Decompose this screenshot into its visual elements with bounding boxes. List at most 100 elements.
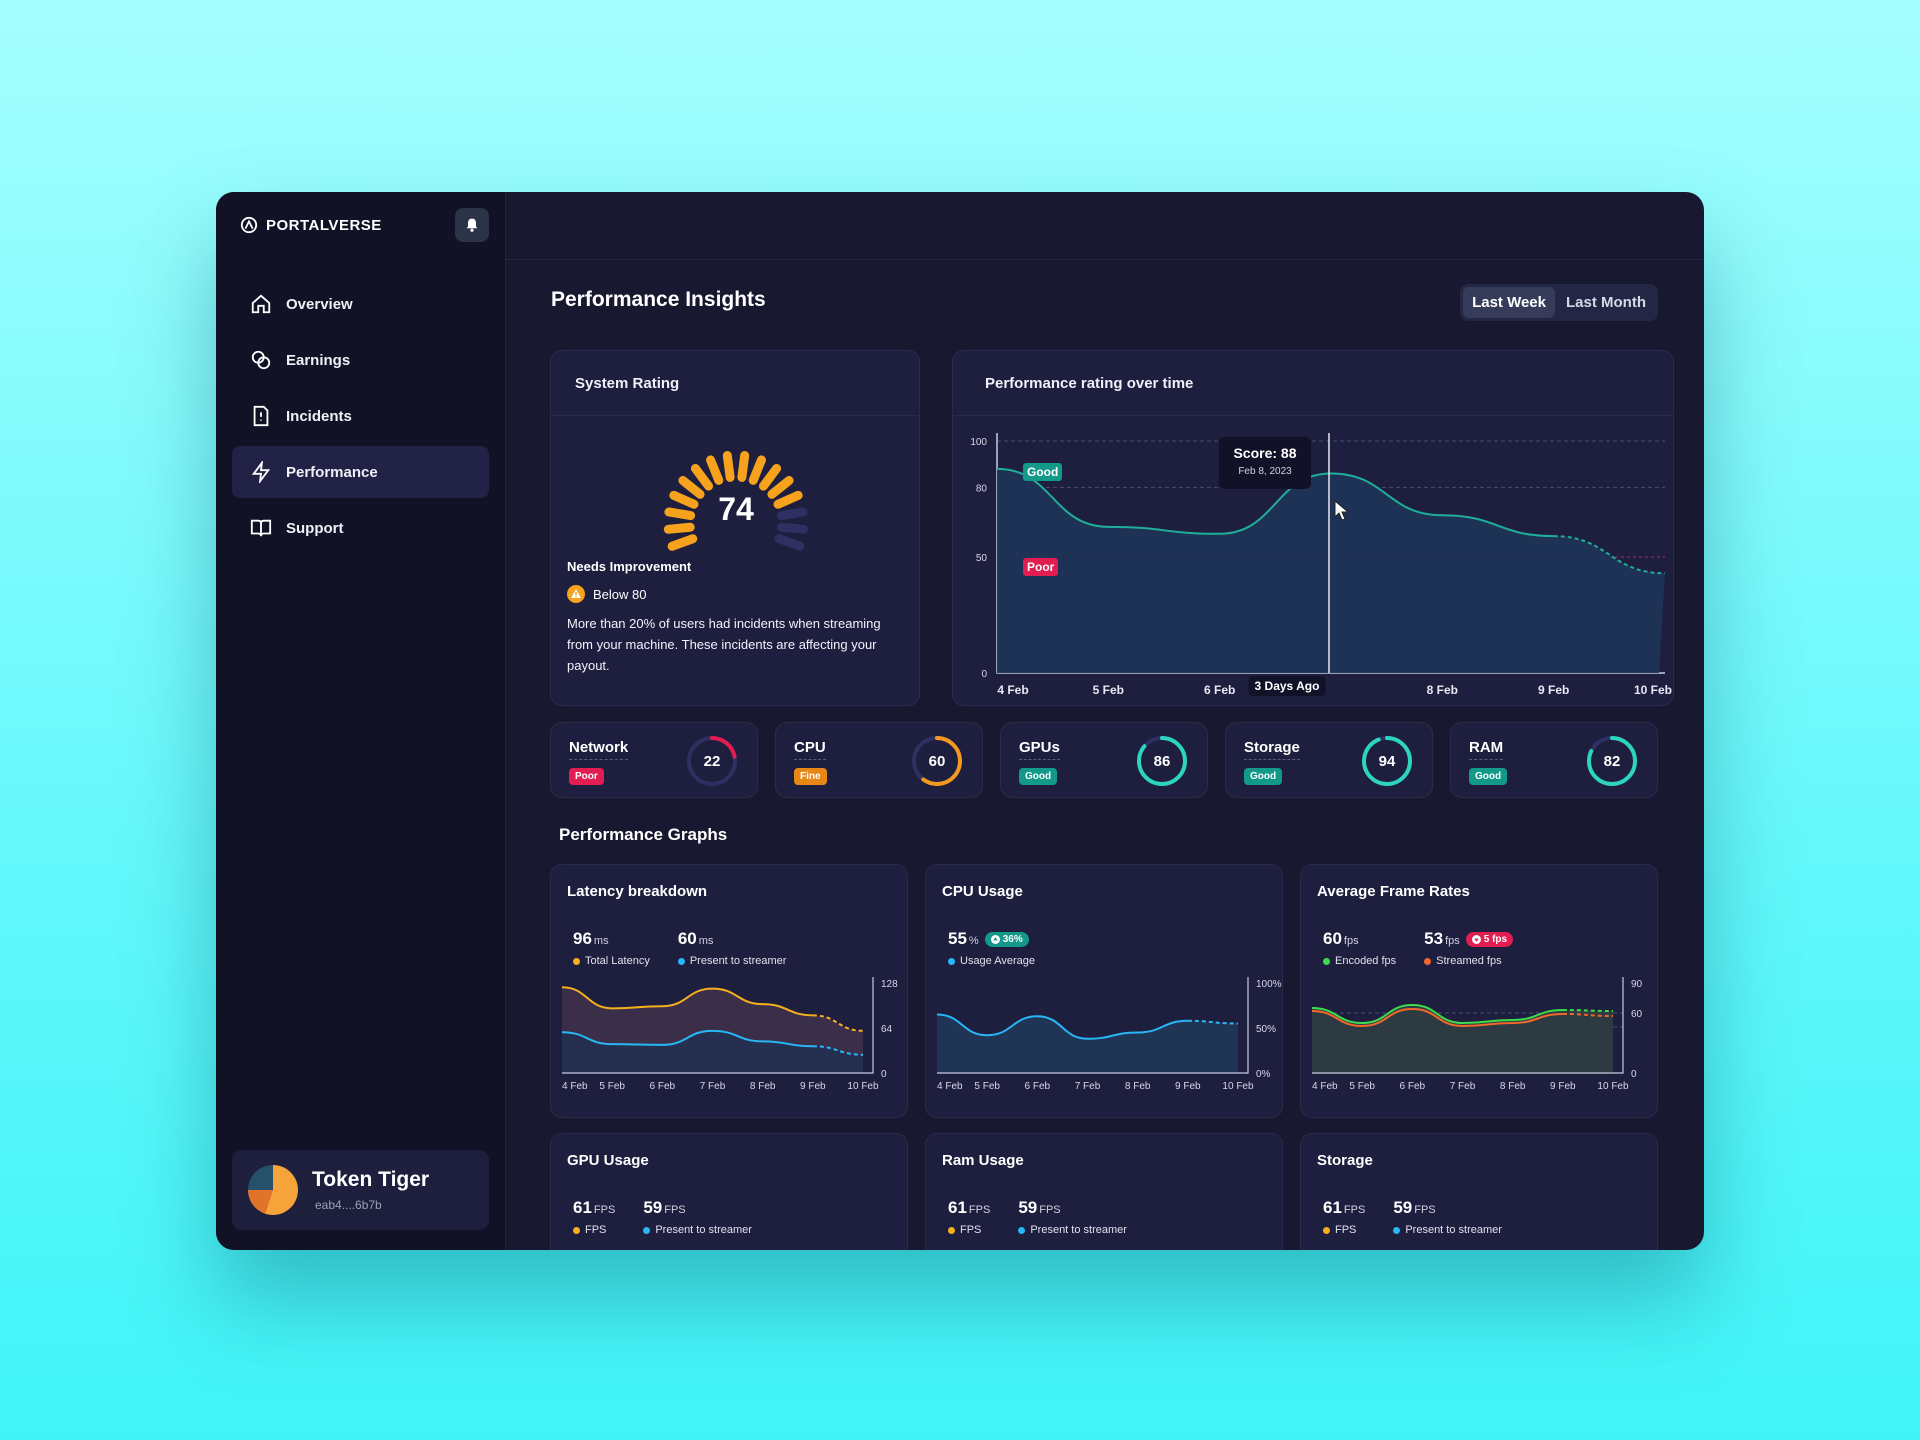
- stat-item: 53 fps 5 fps Streamed fps: [1424, 929, 1514, 967]
- date-range-toggle: Last Week Last Month: [1460, 284, 1658, 321]
- system-rating-title: System Rating: [575, 375, 680, 392]
- x-tick-label: 10 Feb: [1634, 683, 1672, 697]
- rating-over-time-card: Performance rating over time 100 80 50 0 4 F…: [952, 350, 1674, 706]
- graph-title: Ram Usage: [942, 1152, 1024, 1169]
- x-tick-label: 8 Feb: [1500, 1081, 1526, 1092]
- threshold-text: Below 80: [593, 586, 647, 602]
- graph-title: Average Frame Rates: [1317, 883, 1470, 900]
- sidebar-item-support[interactable]: Support: [232, 502, 489, 554]
- sidebar-item-label: Performance: [286, 463, 378, 481]
- chart-axis: [1312, 977, 1624, 1074]
- rating-chart-title: Performance rating over time: [985, 375, 1194, 392]
- graphs-section-title: Performance Graphs: [559, 825, 728, 844]
- graph-title: Latency breakdown: [567, 883, 708, 900]
- page-title: Performance Insights: [551, 288, 766, 311]
- graph-stats: 55% 36% Usage Average: [948, 929, 1035, 967]
- change-pill: 36%: [984, 932, 1029, 948]
- legend-item: Present to streamer: [677, 955, 786, 967]
- gauge-tick: [748, 455, 766, 485]
- graph-chart: 128 64 0 4 Feb 5 Feb 6 Feb 7 Feb 8 Feb 9 Feb 10 F…: [561, 977, 898, 1092]
- user-profile[interactable]: Token Tiger eab4....6b7b: [232, 1150, 489, 1230]
- rating-score: 74: [718, 491, 754, 527]
- metric-card-gpus[interactable]: GPUs Good 86: [1000, 722, 1208, 798]
- range-last-week[interactable]: Last Week: [1463, 287, 1555, 318]
- y-tick-label: 0: [1631, 1069, 1637, 1080]
- x-tick-label: 8 Feb: [1427, 683, 1458, 697]
- legend-label: FPS: [960, 1224, 982, 1236]
- stat-value: 55% 36%: [948, 929, 1035, 949]
- x-tick-label: 5 Feb: [1349, 1081, 1375, 1092]
- series-area: [937, 1014, 1238, 1073]
- series-line: [1311, 1003, 1563, 1025]
- stat-number: 59: [1018, 1198, 1038, 1217]
- tooltip-score: Score: 88: [1233, 445, 1297, 461]
- chart-axis: [562, 977, 874, 1074]
- book-icon: [250, 519, 272, 537]
- sidebar: PORTALVERSE Overview Earnings Incidents …: [216, 192, 506, 1250]
- legend-label: FPS: [585, 1224, 607, 1236]
- sidebar-item-earnings[interactable]: Earnings: [232, 334, 489, 386]
- legend-item: Streamed fps: [1424, 955, 1513, 967]
- stat-number: 61: [1323, 1198, 1342, 1217]
- legend-label: FPS: [1335, 1224, 1357, 1236]
- x-tick-label: 9 Feb: [800, 1081, 826, 1092]
- metric-name: Storage: [1244, 739, 1300, 760]
- home-icon: [251, 294, 271, 314]
- rating-threshold: Below 80: [567, 585, 646, 603]
- app-logo[interactable]: PORTALVERSE: [240, 216, 382, 234]
- stat-number: 96: [573, 929, 592, 948]
- bolt-icon: [251, 461, 271, 483]
- sidebar-item-performance[interactable]: Performance: [232, 446, 489, 498]
- stat-value: 60 fps: [1323, 929, 1396, 949]
- stat-item: 59 FPS Present to streamer: [1018, 1198, 1127, 1236]
- y-tick-label: 0%: [1256, 1069, 1271, 1080]
- gauge-tick: [758, 463, 782, 491]
- stat-unit: %: [968, 935, 979, 947]
- metric-cards: Network Poor 22 CPU Fine 60 GPUs Good 86 Storage G…: [550, 722, 1674, 798]
- gauge-tick: [773, 490, 803, 509]
- graph-card-latency-breakdown: Latency breakdown 96 ms Total Latency 60 ms Pr…: [550, 864, 908, 1118]
- stat-unit: ms: [698, 935, 714, 947]
- graph-stats: 61 FPS FPS 59 FPS Present to streamer: [573, 1198, 752, 1236]
- metric-card-cpu[interactable]: CPU Fine 60: [775, 722, 983, 798]
- app-window: PORTALVERSE Overview Earnings Incidents …: [216, 192, 1704, 1250]
- metric-card-ram[interactable]: RAM Good 82: [1450, 722, 1658, 798]
- sidebar-item-incidents[interactable]: Incidents: [232, 390, 489, 442]
- graph-title: CPU Usage: [942, 883, 1023, 900]
- legend-item: FPS: [573, 1224, 615, 1236]
- app-name: PORTALVERSE: [266, 216, 382, 234]
- stat-value: 61 FPS: [1323, 1198, 1365, 1218]
- arrow-up-icon: [990, 935, 1000, 945]
- avatar: [248, 1165, 298, 1215]
- rating-gauge: [663, 451, 809, 551]
- stat-value: 61 FPS: [573, 1198, 615, 1218]
- metric-card-network[interactable]: Network Poor 22: [550, 722, 758, 798]
- legend-label: Encoded fps: [1335, 955, 1397, 967]
- x-tick-label: 7 Feb: [1450, 1081, 1476, 1092]
- arrow-down-icon: [1471, 935, 1481, 945]
- legend-label: Present to streamer: [1030, 1224, 1127, 1236]
- x-tick-label: 10 Feb: [1222, 1081, 1254, 1092]
- graph-card-ram-usage: Ram Usage 61 FPS FPS 59 FPS Present to streame…: [925, 1133, 1283, 1250]
- range-last-month[interactable]: Last Month: [1566, 294, 1646, 311]
- user-name: Token Tiger: [312, 1168, 430, 1191]
- stat-item: 59 FPS Present to streamer: [643, 1198, 752, 1236]
- metric-name: Network: [569, 739, 629, 760]
- sidebar-item-overview[interactable]: Overview: [232, 278, 489, 330]
- y-tick-label: 60: [1631, 1009, 1643, 1020]
- rating-projection-line: [1553, 535, 1666, 575]
- series-line: [1311, 1007, 1563, 1028]
- gauge-tick: [722, 451, 735, 482]
- stat-value: 59 FPS: [1393, 1198, 1502, 1218]
- change-value: 5 fps: [1483, 934, 1508, 946]
- metric-name: CPU: [794, 739, 826, 760]
- gauge-tick: [664, 507, 696, 521]
- stat-item: 60 ms Present to streamer: [677, 929, 786, 967]
- metric-value: 60: [928, 752, 946, 770]
- metric-value: 94: [1378, 752, 1396, 770]
- stat-unit: fps: [1343, 935, 1359, 947]
- x-tick-label: 5 Feb: [974, 1081, 1000, 1092]
- notifications-button[interactable]: [455, 208, 489, 242]
- metric-card-storage[interactable]: Storage Good 94: [1225, 722, 1433, 798]
- y-tick-label: 80: [976, 483, 988, 494]
